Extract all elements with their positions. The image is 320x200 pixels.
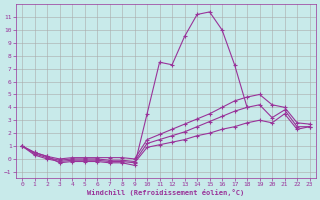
X-axis label: Windchill (Refroidissement éolien,°C): Windchill (Refroidissement éolien,°C)	[87, 189, 244, 196]
